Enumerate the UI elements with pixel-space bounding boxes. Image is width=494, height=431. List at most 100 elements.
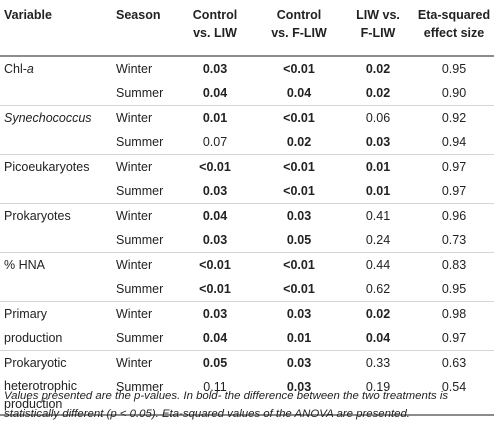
variable-cell [0,277,110,302]
value-cell: 0.95 [441,62,467,76]
value-cell: <0.01 [256,105,342,130]
value-cell: 0.44 [342,252,414,277]
season-cell: Winter [116,62,153,76]
variable-cell: heterotrophic production [0,375,110,416]
header-liw-vs-fliw: LIW vs. F-LIW [342,0,414,57]
table-footnote: Values presented are the p-values. In bo… [4,390,449,420]
variable-cell [0,179,110,204]
season-cell: Summer [116,233,164,247]
header-control-vs-fliw: Control vs. F-LIW [256,0,342,57]
value-cell: <0.01 [283,184,315,198]
value-cell: 0.92 [414,105,494,130]
value-cell: 0.03 [256,301,342,326]
table-header-row: Variable Season Control vs. LIW Control vs… [0,0,494,57]
value-cell: 0.04 [365,331,391,345]
value-cell: 0.03 [365,135,391,149]
season-cell: Summer [110,375,174,416]
header-season: Season [110,0,174,57]
value-cell: <0.01 [199,282,231,296]
season-cell: Winter [110,252,174,277]
value-cell: 0.01 [365,184,391,198]
season-cell: Winter [110,105,174,130]
value-cell: 0.63 [414,350,494,375]
value-cell: 0.04 [286,86,312,100]
value-cell: 0.03 [202,233,228,247]
value-cell: 0.01 [342,154,414,179]
table-row: production Summer 0.04 0.01 0.04 0.97 [0,326,494,351]
value-cell: 0.11 [174,375,256,416]
value-cell: 0.97 [414,154,494,179]
value-cell: 0.03 [202,62,228,76]
season-cell: Winter [110,350,174,375]
value-cell: 0.95 [441,282,467,296]
value-cell: 0.05 [174,350,256,375]
table-row: Summer 0.07 0.02 0.03 0.94 [0,130,494,155]
table-row: Chl-a Winter 0.03 <0.01 0.02 0.95 [0,56,494,81]
variable-cell [0,130,110,155]
value-cell: <0.01 [174,252,256,277]
value-cell: 0.96 [414,203,494,228]
value-cell: <0.01 [256,154,342,179]
season-cell: Winter [110,301,174,326]
value-cell: 0.03 [256,203,342,228]
value-cell: <0.01 [174,154,256,179]
season-cell: Summer [116,331,164,345]
table-row: Prokaryotic Winter 0.05 0.03 0.33 0.63 [0,350,494,375]
value-cell: 0.03 [174,301,256,326]
value-cell: 0.02 [365,86,391,100]
variable-cell [0,228,110,253]
header-eta-squared: Eta-squared effect size [414,0,494,57]
season-cell: Summer [116,135,164,149]
value-cell: 0.01 [286,331,312,345]
variable-cell: production [4,331,63,345]
value-cell: <0.01 [283,62,315,76]
variable-cell: % HNA [0,252,110,277]
table-row: Summer <0.01 <0.01 0.62 0.95 [0,277,494,302]
value-cell: 0.04 [202,331,228,345]
table-row: Picoeukaryotes Winter <0.01 <0.01 0.01 0… [0,154,494,179]
value-cell: <0.01 [283,282,315,296]
variable-cell: Picoeukaryotes [0,154,110,179]
value-cell: 0.94 [441,135,467,149]
value-cell: 0.90 [441,86,467,100]
variable-cell: Prokaryotes [0,203,110,228]
value-cell: 0.19 [342,375,414,416]
season-cell: Summer [116,282,164,296]
table-row: heterotrophic production Summer 0.11 0.0… [0,375,494,416]
value-cell: 0.33 [342,350,414,375]
table-row: Summer 0.03 0.05 0.24 0.73 [0,228,494,253]
value-cell: 0.03 [256,350,342,375]
variable-cell: Chl-a [4,62,34,76]
value-cell: 0.03 [256,375,342,416]
value-cell: 0.07 [202,135,228,149]
table-row: Summer 0.03 <0.01 0.01 0.97 [0,179,494,204]
season-cell: Winter [110,154,174,179]
value-cell: 0.02 [365,62,391,76]
value-cell: 0.04 [174,203,256,228]
variable-cell [0,81,110,106]
value-cell: 0.73 [441,233,467,247]
value-cell: 0.02 [286,135,312,149]
value-cell: 0.98 [414,301,494,326]
table-row: Prokaryotes Winter 0.04 0.03 0.41 0.96 [0,203,494,228]
value-cell: 0.62 [365,282,391,296]
value-cell: 0.04 [202,86,228,100]
table-row: Summer 0.04 0.04 0.02 0.90 [0,81,494,106]
value-cell: 0.54 [414,375,494,416]
season-cell: Summer [116,184,164,198]
value-cell: 0.97 [441,331,467,345]
value-cell: <0.01 [256,252,342,277]
variable-cell: Prokaryotic [0,350,110,375]
results-table: Variable Season Control vs. LIW Control vs… [0,0,494,416]
variable-cell: Synechococcus [0,105,110,130]
value-cell: 0.97 [441,184,467,198]
value-cell: 0.05 [286,233,312,247]
header-variable: Variable [0,0,110,57]
season-cell: Winter [110,203,174,228]
value-cell: 0.83 [414,252,494,277]
season-cell: Summer [116,86,164,100]
value-cell: 0.01 [174,105,256,130]
header-control-vs-liw: Control vs. LIW [174,0,256,57]
value-cell: 0.06 [342,105,414,130]
